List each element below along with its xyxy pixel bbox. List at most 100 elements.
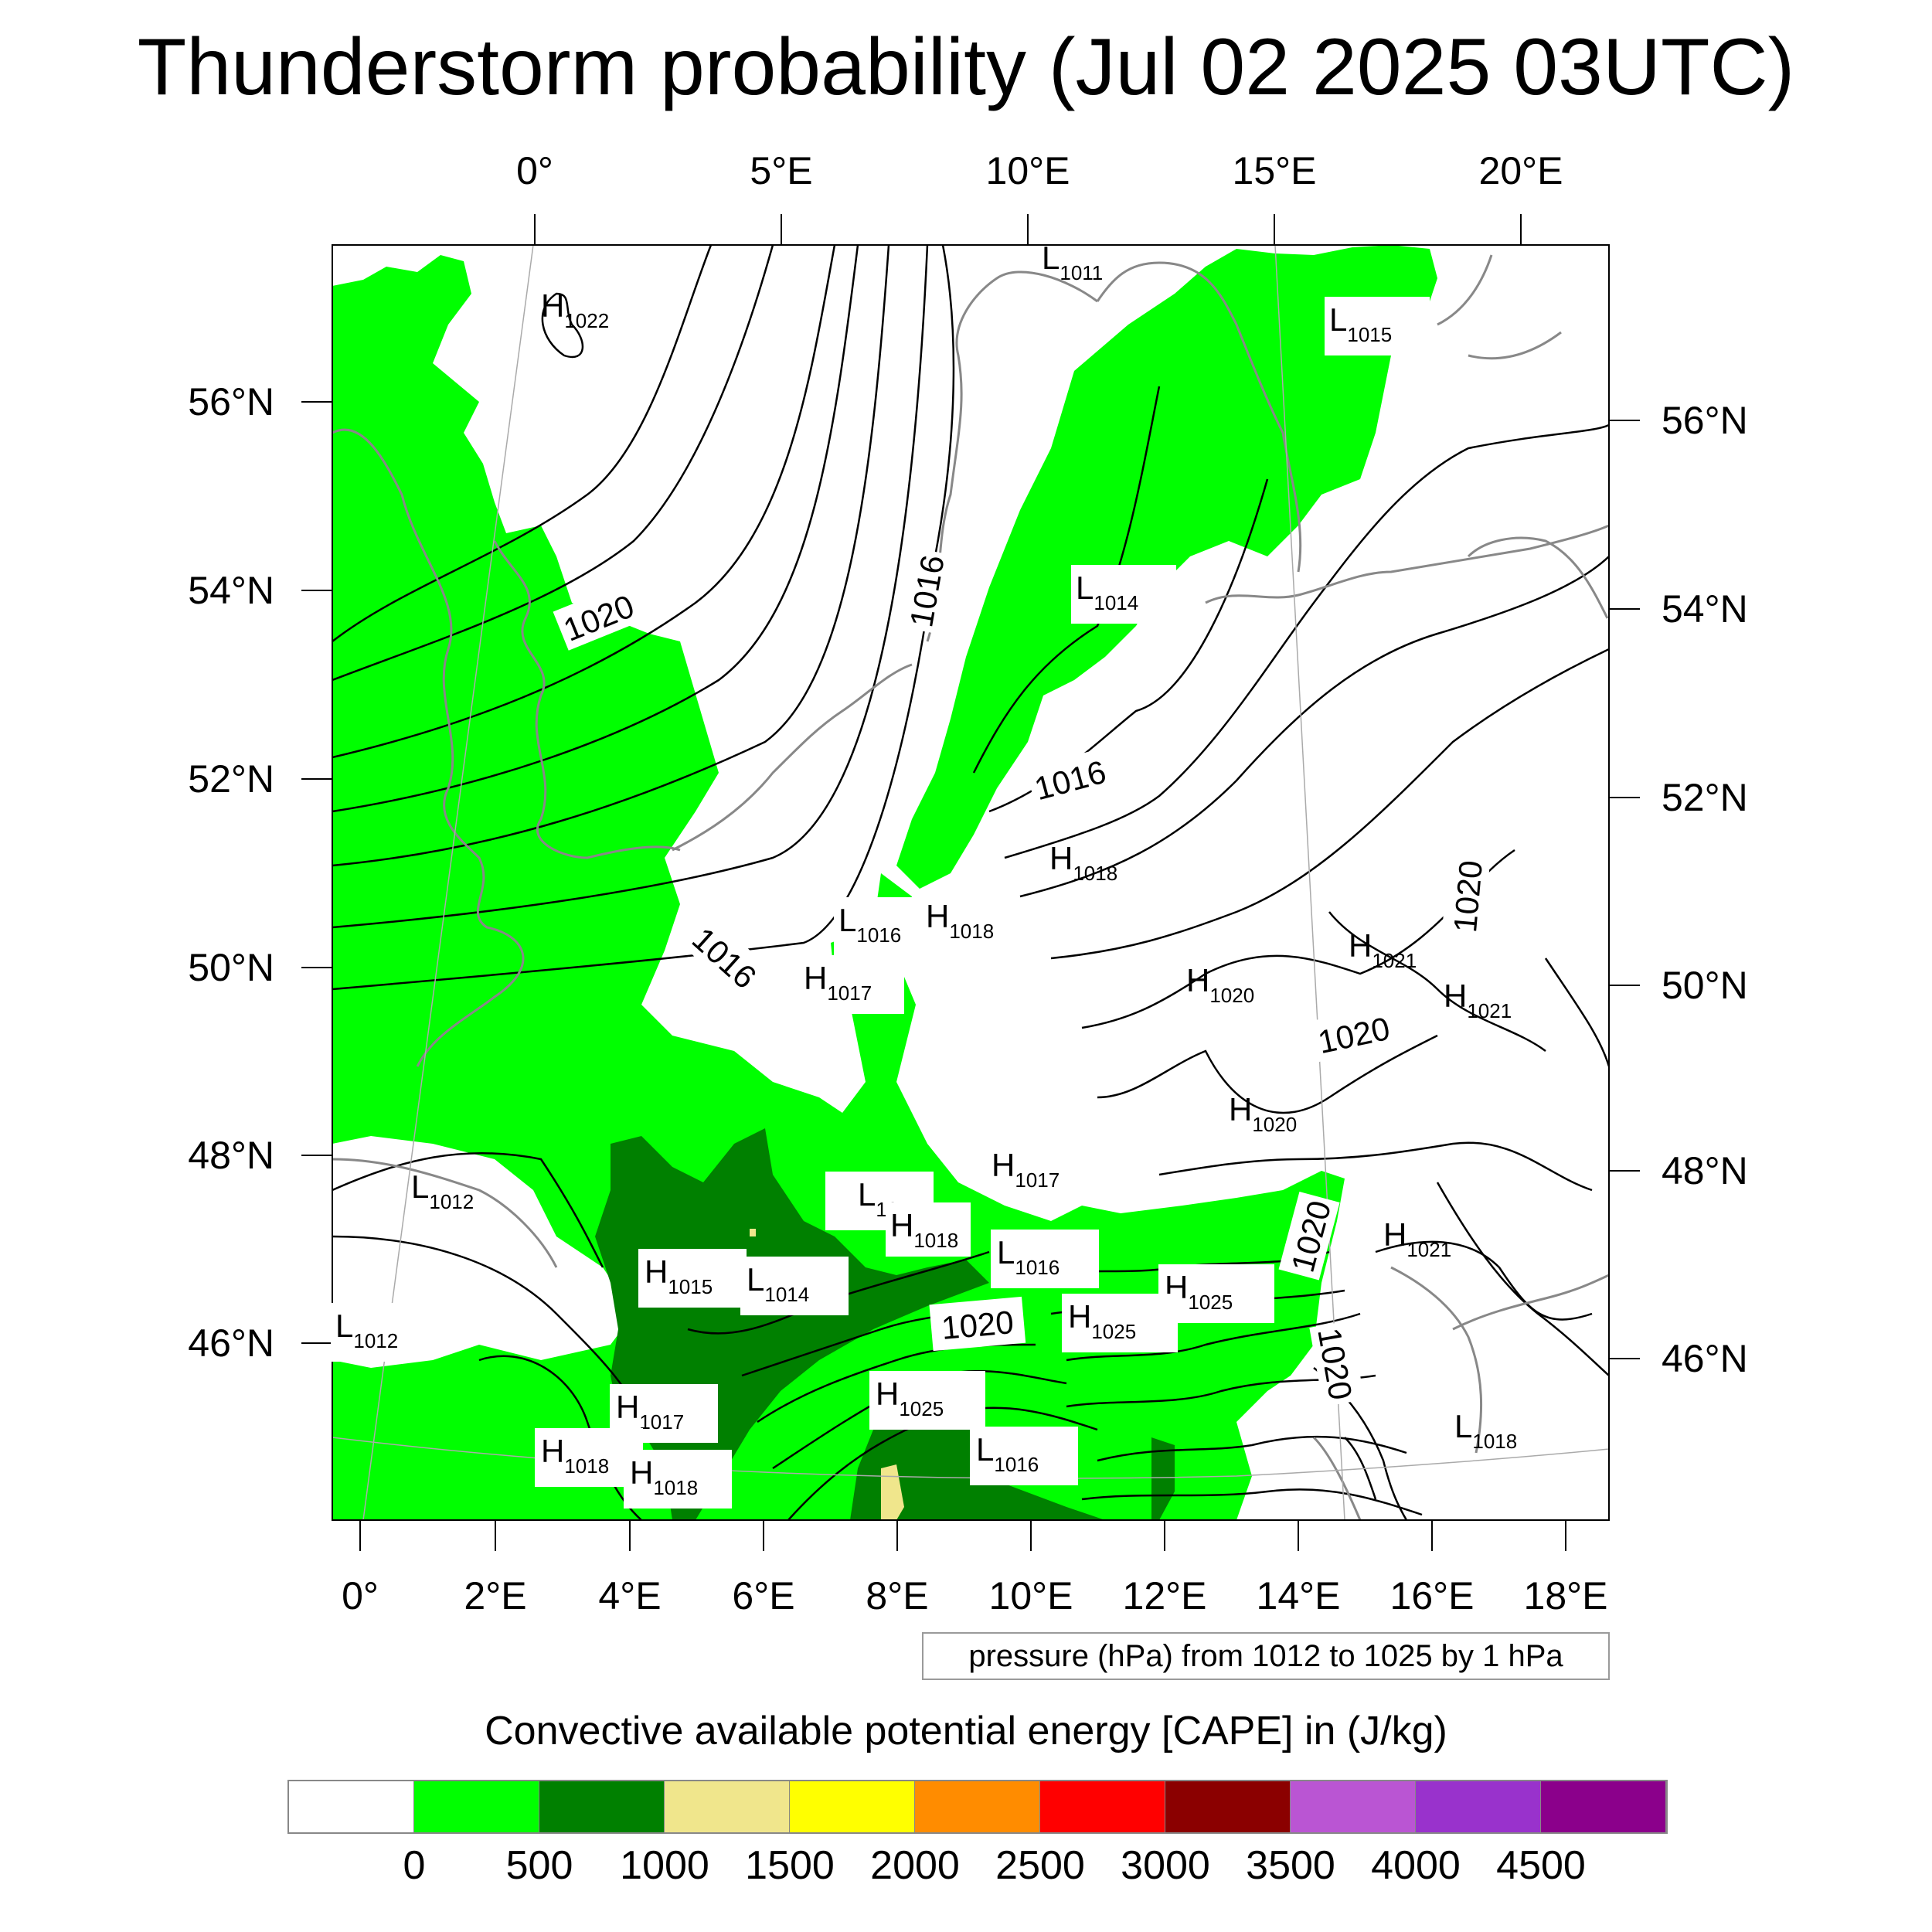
center-type: H: [630, 1454, 653, 1491]
svg-text:L1016: L1016: [838, 902, 901, 947]
center-value: 1016: [994, 1453, 1039, 1476]
bottom-lon-label: 6°E: [732, 1574, 794, 1617]
center-type: L: [1076, 570, 1094, 606]
center-type: H: [876, 1376, 899, 1412]
center-type: H: [890, 1207, 913, 1243]
label-box: [970, 1427, 1078, 1485]
center-type: H: [645, 1253, 668, 1290]
pressure-center-labels: H1022 L1011 L1015 L1014 H1018 L1016 H101…: [331, 240, 1517, 1509]
coastline: [1452, 1274, 1609, 1331]
isobar-line: [332, 245, 774, 682]
label-box: [624, 1450, 732, 1509]
svg-text:H1018: H1018: [541, 1433, 609, 1478]
colorbar-swatch: [915, 1781, 1040, 1832]
pressure-center: H1021: [1444, 978, 1512, 1022]
colorbar-swatch: [1291, 1781, 1416, 1832]
center-value: 1015: [668, 1275, 713, 1298]
pressure-center: H1022: [541, 287, 609, 332]
label-box: [1062, 1294, 1178, 1352]
colorbar-swatch: [289, 1781, 414, 1832]
label-box: [331, 1303, 416, 1362]
svg-text:L1016: L1016: [997, 1234, 1060, 1279]
svg-text:H1015: H1015: [645, 1253, 713, 1298]
cape-region-west: [332, 255, 1345, 1520]
bottom-lon-label: 14°E: [1257, 1574, 1341, 1617]
bottom-lon-label: 12°E: [1123, 1574, 1207, 1617]
isobar-line: [1097, 1435, 1407, 1462]
svg-text:H1022: H1022: [541, 287, 609, 332]
pressure-center: L1012: [331, 1303, 416, 1362]
center-value: 1015: [1347, 323, 1392, 346]
svg-text:L1011: L1011: [1042, 240, 1103, 284]
svg-text:L1014: L1014: [747, 1261, 809, 1306]
center-type: L: [838, 902, 856, 938]
right-lat-label: 50°N: [1662, 964, 1748, 1007]
label-box: [1441, 854, 1491, 938]
center-value: 1018: [1472, 1430, 1517, 1453]
isobar-line: [1097, 1034, 1438, 1114]
svg-text:L1012: L1012: [335, 1308, 398, 1352]
colorbar-tick-label: 2000: [870, 1843, 960, 1888]
colorbar-tick-label: 1000: [620, 1843, 709, 1888]
pressure-center: L1015: [1325, 297, 1430, 355]
meridian-15e: [1274, 245, 1345, 1520]
top-lon-labels: 0° 5°E 10°E 15°E 20°E: [516, 149, 1563, 192]
right-lat-label: 54°N: [1662, 587, 1748, 631]
center-value: 1021: [1372, 949, 1417, 972]
center-type: L: [1329, 301, 1347, 338]
top-lon-label: 15°E: [1233, 149, 1317, 192]
pressure-center: L1016: [970, 1427, 1078, 1485]
isobar-line: [1344, 1437, 1377, 1500]
colorbar-swatch: [1040, 1781, 1165, 1832]
svg-text:H1025: H1025: [1068, 1298, 1136, 1343]
center-type: H: [926, 898, 949, 934]
pressure-center: L1012: [411, 1168, 474, 1213]
center-value: 1025: [899, 1397, 944, 1420]
bottom-lon-labels: 0° 2°E 4°E 6°E 8°E 10°E 12°E 14°E 16°E 1…: [342, 1574, 1607, 1617]
label-box: [1278, 1192, 1340, 1281]
svg-text:H1017: H1017: [804, 960, 872, 1005]
bottom-lon-label: 16°E: [1390, 1574, 1475, 1617]
isobar-line: [332, 245, 859, 813]
center-value: 1020: [1252, 1113, 1297, 1136]
coastline: [332, 428, 525, 1067]
isobar-line: [1019, 556, 1609, 898]
isobar-line: [478, 1355, 642, 1520]
label-box: [897, 547, 953, 634]
colorbar-tick-label: 1500: [745, 1843, 835, 1888]
svg-text:H1021: H1021: [1349, 927, 1417, 972]
pressure-center: H1020: [1229, 1091, 1297, 1136]
label-box: [740, 1257, 849, 1315]
isobar-line: [1081, 1488, 1423, 1516]
label-box: [1309, 1004, 1397, 1063]
isobar-line: [972, 386, 1161, 774]
isobar-line: [332, 1151, 604, 1268]
isobar-line: [1050, 648, 1609, 960]
pressure-center: H1018: [886, 1202, 971, 1257]
label-box: [1309, 1320, 1365, 1407]
pressure-center: L1016: [991, 1230, 1099, 1288]
center-value: 1022: [564, 309, 609, 332]
bottom-lon-label: 8°E: [866, 1574, 928, 1617]
svg-text:H1017: H1017: [992, 1147, 1060, 1192]
colorbar-tick-label: 500: [505, 1843, 573, 1888]
plot-frame: [332, 244, 1610, 1521]
svg-text:H1020: H1020: [1229, 1091, 1297, 1136]
coastline: [1096, 261, 1302, 573]
center-type: H: [616, 1389, 639, 1425]
cape-spot-2: [750, 1229, 756, 1236]
pressure-center: H1017: [799, 955, 904, 1014]
right-lat-labels: 56°N 54°N 52°N 50°N 48°N 46°N: [1662, 399, 1748, 1380]
svg-text:H1020: H1020: [1186, 962, 1254, 1007]
left-lat-label: 54°N: [188, 569, 274, 612]
bottom-lon-label: 4°E: [598, 1574, 661, 1617]
center-value: 1012: [429, 1190, 474, 1213]
center-value: 1017: [827, 981, 872, 1005]
top-lon-label: 0°: [516, 149, 553, 192]
svg-text:H1021: H1021: [1444, 978, 1512, 1022]
isobar-line: [332, 245, 890, 867]
label-box: [638, 1249, 747, 1308]
cape-region-alps-east: [1151, 1437, 1175, 1520]
right-lat-label: 48°N: [1662, 1149, 1748, 1192]
pressure-center: L1018: [1454, 1408, 1517, 1453]
